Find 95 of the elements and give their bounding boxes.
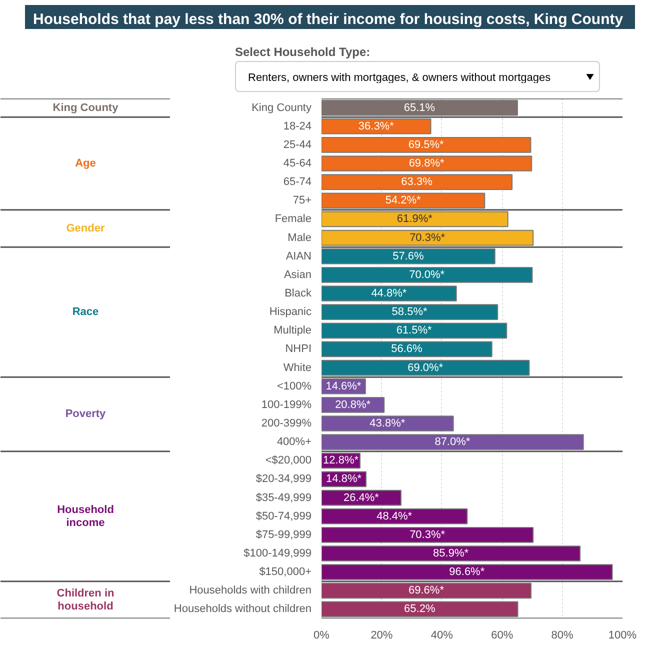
x-tick-label: 80% <box>551 630 574 642</box>
bar <box>322 527 534 544</box>
data-label: 14.6%* <box>326 380 362 393</box>
data-label: 69.8%* <box>408 158 446 170</box>
text: Renters, owners with mortgages, & owners without mortgages <box>235 61 600 92</box>
data-label: 69.0%* <box>408 362 444 374</box>
y-tick-label: $100-149,999 <box>244 548 312 560</box>
y-tick-label: $50-74,999 <box>256 510 312 523</box>
x-tick-label: 40% <box>430 630 454 642</box>
y-tick-label: Hispanic <box>269 306 312 318</box>
data-label: 44.8%* <box>371 288 408 300</box>
x-tick-label: 60% <box>491 630 514 642</box>
data-label: 54.2%* <box>385 194 422 207</box>
data-label: 14.8%* <box>326 473 362 486</box>
text: Poverty <box>65 408 107 420</box>
y-tick-label: 45-64 <box>283 158 312 170</box>
y-tick-label: Households without children <box>174 603 312 616</box>
y-tick-label: $35-49,999 <box>256 492 312 504</box>
bar <box>322 416 454 432</box>
y-tick-label: 25-44 <box>283 139 312 152</box>
bar <box>322 230 534 246</box>
bar <box>322 212 508 228</box>
y-tick-label: Households with children <box>189 584 312 597</box>
data-label: 63.3% <box>401 176 433 188</box>
bar <box>322 342 492 358</box>
x-tick-label: 0% <box>314 630 330 642</box>
data-label: 20.8%* <box>335 399 372 412</box>
bar <box>322 248 496 265</box>
data-label: 65.1% <box>404 102 436 114</box>
bar <box>322 602 518 618</box>
y-tick-label: $150,000+ <box>259 566 312 578</box>
data-label: 48.4%* <box>376 510 413 523</box>
data-label: 61.9%* <box>396 213 434 226</box>
data-label: 85.9%* <box>433 548 470 560</box>
chart-title: Households that pay less than 30% of their income for housing costs, King County <box>33 10 624 30</box>
data-label: 69.5%* <box>408 139 445 152</box>
data-label: 70.3%* <box>410 232 446 244</box>
y-tick-label: Multiple <box>274 324 312 337</box>
data-label: 58.5%* <box>392 306 428 318</box>
text: Gender <box>66 222 106 235</box>
bar <box>322 508 468 525</box>
data-label: 65.2% <box>404 603 436 616</box>
data-label: 61.5%* <box>396 324 433 337</box>
bar <box>322 546 581 562</box>
data-label: 69.6%* <box>408 584 445 597</box>
y-tick-label: 100-199% <box>261 399 312 412</box>
text: Race <box>72 306 99 318</box>
y-tick-label: Black <box>284 288 312 300</box>
y-tick-label: Female <box>274 213 312 226</box>
y-tick-label: NHPI <box>285 343 312 356</box>
data-label: 70.0%* <box>409 269 446 282</box>
bar <box>322 582 532 599</box>
data-label: 43.8%* <box>370 418 406 430</box>
x-tick-label: 100% <box>608 630 637 642</box>
data-label: 36.3%* <box>358 120 395 133</box>
text: Age <box>75 158 96 170</box>
bar <box>322 137 532 154</box>
bar <box>322 100 518 116</box>
x-tick-label: 20% <box>370 630 393 642</box>
bar <box>322 434 584 450</box>
y-tick-label: Male <box>288 232 312 244</box>
bar <box>322 118 432 135</box>
y-tick-label: 400%+ <box>276 436 312 448</box>
bar <box>322 304 498 320</box>
data-label: 12.8%* <box>323 454 360 467</box>
bar <box>322 267 533 284</box>
y-tick-label: AIAN <box>286 250 312 263</box>
y-tick-label: $20-34,999 <box>256 473 312 486</box>
data-label: 56.6% <box>391 343 422 356</box>
y-tick-label: $75-99,999 <box>256 529 312 542</box>
y-tick-label: Asian <box>284 269 312 282</box>
data-label: 96.6%* <box>449 566 486 578</box>
text: Children in household <box>56 588 115 613</box>
bar <box>322 286 457 302</box>
y-tick-label: <$20,000 <box>265 454 312 467</box>
y-tick-label: 65-74 <box>283 176 312 188</box>
bar <box>322 156 532 172</box>
data-label: 57.6% <box>392 250 424 263</box>
bar <box>322 322 508 339</box>
bar <box>322 192 486 209</box>
text: Household income <box>57 504 114 530</box>
data-label: 87.0%* <box>434 436 471 448</box>
y-tick-label: 75+ <box>292 194 312 207</box>
data-label: 70.3%* <box>410 529 446 542</box>
bar <box>322 174 513 190</box>
y-tick-label: 18-24 <box>283 120 312 133</box>
text: King County <box>52 102 120 114</box>
y-tick-label: White <box>283 362 312 374</box>
bar <box>322 360 530 376</box>
text: Select Household Type: <box>235 44 370 61</box>
data-label: 26.4%* <box>343 492 380 504</box>
y-tick-label: 200-399% <box>261 418 312 430</box>
bar <box>322 564 613 580</box>
y-tick-label: King County <box>252 102 312 114</box>
y-tick-label: <100% <box>276 380 312 393</box>
